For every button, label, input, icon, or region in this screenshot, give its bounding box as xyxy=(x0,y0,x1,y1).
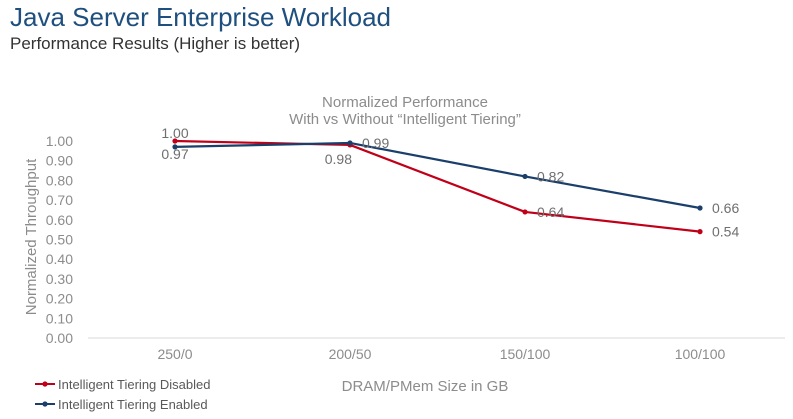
y-axis-ticks: 0.00 0.10 0.20 0.30 0.40 0.50 0.60 0.70 0.80 0.90… xyxy=(46,133,73,346)
data-label: 0.98 xyxy=(325,151,352,167)
legend-label: Intelligent Tiering Disabled xyxy=(58,377,210,392)
data-label: 0.54 xyxy=(712,224,739,240)
y-tick-label: 0.60 xyxy=(46,212,73,228)
legend-marker xyxy=(42,381,48,387)
y-tick-label: 0.20 xyxy=(46,291,73,307)
legend: Intelligent Tiering Disabled Intelligent … xyxy=(35,377,210,412)
series-group: 1.00 0.98 0.64 0.54 0.97 0.99 0.82 0.66 xyxy=(161,125,739,240)
x-tick-label: 150/100 xyxy=(500,346,551,362)
data-label: 1.00 xyxy=(161,125,188,141)
data-point xyxy=(347,140,353,146)
data-label: 0.82 xyxy=(537,168,564,184)
y-tick-label: 1.00 xyxy=(46,133,73,149)
y-tick-label: 0.30 xyxy=(46,271,73,287)
y-tick-label: 0.70 xyxy=(46,192,73,208)
data-label: 0.66 xyxy=(712,200,739,216)
data-point xyxy=(522,173,528,180)
data-point xyxy=(697,229,703,235)
page-title: Java Server Enterprise Workload xyxy=(10,2,392,32)
data-label: 0.64 xyxy=(537,204,564,220)
legend-label: Intelligent Tiering Enabled xyxy=(58,397,208,412)
page-subtitle: Performance Results (Higher is better) xyxy=(10,34,301,53)
x-axis-ticks: 250/0 200/50 150/100 100/100 xyxy=(157,346,725,362)
chart-subtitle: With vs Without “Intelligent Tiering” xyxy=(289,111,521,128)
x-tick-label: 100/100 xyxy=(675,346,726,362)
y-tick-label: 0.00 xyxy=(46,330,73,346)
data-point xyxy=(697,205,703,211)
y-tick-label: 0.40 xyxy=(46,251,73,267)
series-line xyxy=(174,141,701,210)
chart-title: Normalized Performance xyxy=(322,94,488,111)
x-axis-label: DRAM/PMem Size in GB xyxy=(342,378,509,395)
x-tick-label: 200/50 xyxy=(329,346,372,362)
legend-marker xyxy=(42,401,48,407)
series-line xyxy=(174,139,701,233)
x-tick-label: 250/0 xyxy=(157,346,192,362)
data-point xyxy=(522,209,528,215)
data-point xyxy=(172,138,178,144)
y-axis-label: Normalized Throughput xyxy=(23,158,40,315)
data-label: 0.97 xyxy=(161,146,188,162)
data-point xyxy=(172,144,178,150)
y-tick-label: 0.50 xyxy=(46,232,73,248)
y-tick-label: 0.80 xyxy=(46,172,73,188)
y-tick-label: 0.10 xyxy=(46,310,73,326)
data-label: 0.99 xyxy=(362,135,389,151)
y-tick-label: 0.90 xyxy=(46,153,73,169)
